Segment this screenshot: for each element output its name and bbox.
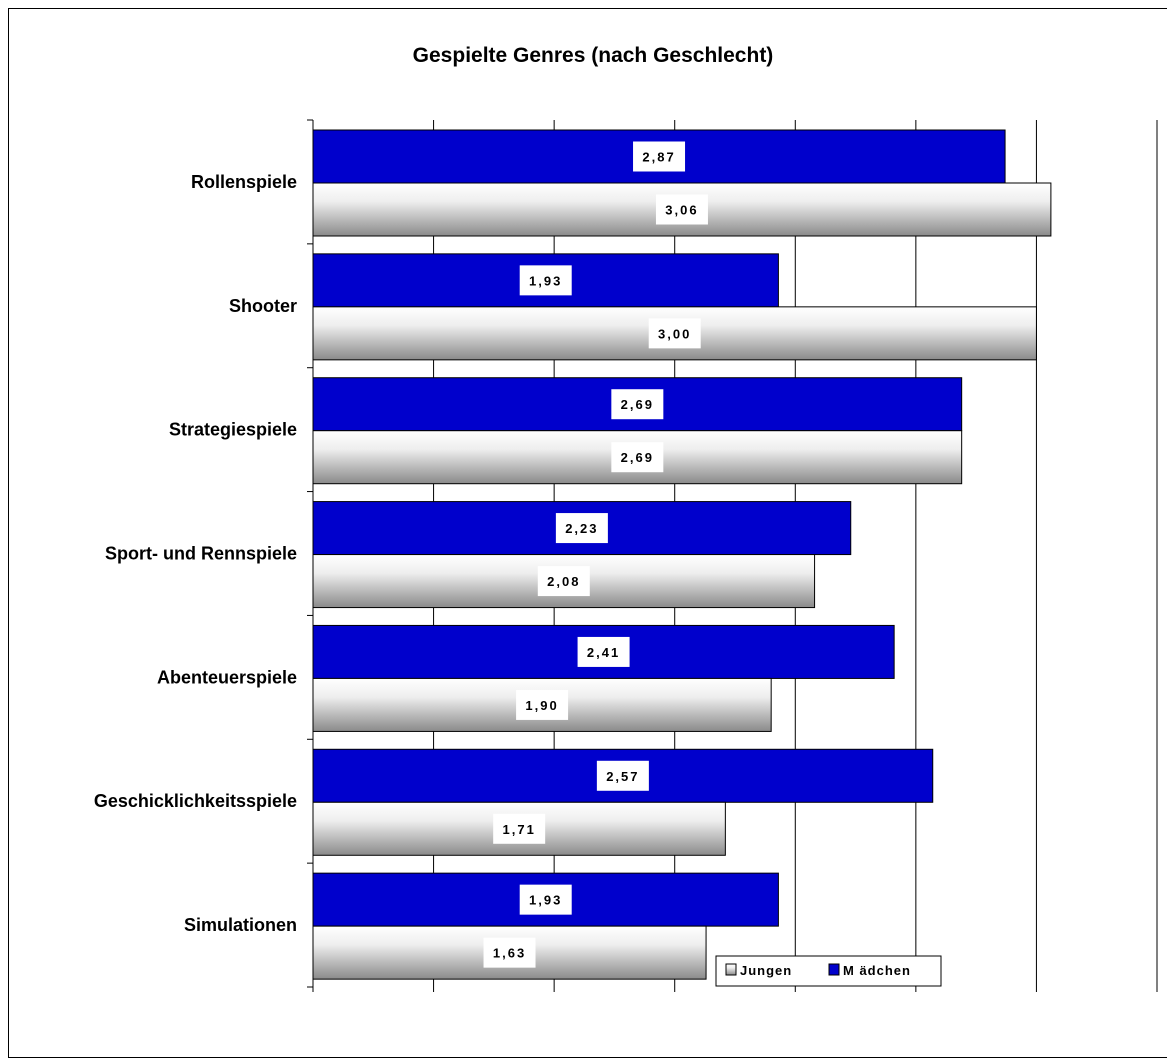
legend: Jungen M ädchen [715, 955, 942, 987]
data-label: 2,87 [642, 150, 675, 165]
data-label-box [493, 813, 546, 844]
data-label-box [519, 884, 572, 915]
data-label-box [483, 937, 536, 968]
category-label: Strategiespiele [169, 420, 297, 440]
data-label: 2,69 [621, 397, 654, 412]
bars-layer [312, 129, 1052, 980]
data-label-box [519, 265, 572, 296]
data-label: 2,23 [565, 521, 598, 536]
category-label: Simulationen [184, 915, 297, 935]
data-label: 2,41 [587, 645, 620, 660]
data-label-box [555, 513, 608, 544]
legend-label-maedchen: M ädchen [843, 963, 911, 978]
legend-label-jungen: Jungen [740, 963, 792, 978]
category-label: Rollenspiele [191, 172, 297, 192]
legend-swatch-maedchen [828, 963, 840, 976]
data-label-box [537, 566, 590, 597]
data-label: 1,63 [493, 946, 526, 961]
axis-layer [307, 119, 1158, 992]
data-label: 2,69 [621, 450, 654, 465]
data-label-box [611, 442, 664, 473]
category-label: Abenteuerspiele [157, 667, 297, 687]
bar-jungen [312, 430, 963, 485]
category-label: Shooter [229, 296, 297, 316]
data-label: 3,00 [658, 326, 691, 341]
data-label: 1,71 [503, 822, 536, 837]
data-label: 1,93 [529, 893, 562, 908]
data-label: 3,06 [665, 203, 698, 218]
data-label-box [611, 389, 664, 420]
data-label-box [648, 318, 701, 349]
labels-layer: Rollenspiele 2,87 3,06 Shooter 1,93 3,00 Strat… [94, 141, 708, 968]
data-label-box [596, 760, 649, 791]
data-label: 1,90 [525, 698, 558, 713]
data-label-box [516, 689, 569, 720]
category-label: Geschicklichkeitsspiele [94, 791, 297, 811]
data-label-box [577, 636, 630, 667]
data-label: 2,57 [606, 769, 639, 784]
legend-swatch-jungen [725, 963, 737, 976]
data-label: 1,93 [529, 273, 562, 288]
data-label-box [655, 194, 708, 225]
category-label: Sport- und Rennspiele [105, 544, 297, 564]
chart-title: Gespielte Genres (nach Geschlecht) [413, 44, 774, 67]
data-label: 2,08 [547, 574, 580, 589]
data-label-box [633, 141, 686, 172]
